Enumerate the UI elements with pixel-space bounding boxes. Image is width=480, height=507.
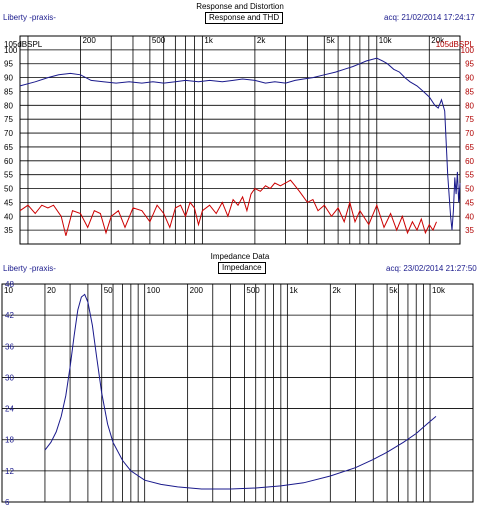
y-tick-label-right: 95 bbox=[465, 60, 474, 69]
tab-response-and-thd[interactable]: Response and THD bbox=[205, 12, 284, 24]
y-tick-label: 100 bbox=[4, 46, 18, 55]
tab-impedance[interactable]: Impedance bbox=[218, 262, 266, 274]
source-label: Liberty -praxis- bbox=[3, 264, 56, 273]
y-tick-label: 50 bbox=[4, 185, 13, 194]
y-tick-label: 90 bbox=[4, 74, 13, 83]
x-tick-label: 1k bbox=[289, 286, 298, 295]
plot-frame bbox=[1, 283, 474, 503]
x-tick-label: 5k bbox=[326, 36, 335, 45]
y-tick-label: 75 bbox=[4, 115, 13, 124]
y-tick-label: 80 bbox=[4, 101, 13, 110]
x-tick-label: 50 bbox=[104, 286, 113, 295]
series-line-1 bbox=[44, 293, 437, 490]
y-tick-label: 45 bbox=[4, 198, 13, 207]
y-tick-label: 35 bbox=[4, 226, 13, 235]
y-tick-label-right: 35 bbox=[465, 226, 474, 235]
x-tick-label: 500 bbox=[152, 36, 166, 45]
x-tick-label: 100 bbox=[147, 286, 161, 295]
x-tick-label: 200 bbox=[190, 286, 204, 295]
y-tick-label-right: 55 bbox=[465, 171, 474, 180]
y-tick-label-right: 100 bbox=[461, 46, 475, 55]
top-right-level-label: 105dBSPL bbox=[436, 40, 475, 49]
y-tick-label-right: 60 bbox=[465, 157, 474, 166]
y-tick-label-right: 90 bbox=[465, 74, 474, 83]
chart-title: Response and Distortion bbox=[196, 2, 284, 11]
y-tick-label: 55 bbox=[4, 171, 13, 180]
response-panel: Response and Distortion Response and THD… bbox=[0, 0, 480, 250]
x-tick-label: 20k bbox=[431, 36, 445, 45]
x-tick-label: 500 bbox=[246, 286, 260, 295]
plot-frame bbox=[19, 35, 461, 245]
x-tick-label: 10k bbox=[432, 286, 446, 295]
y-tick-label: 36 bbox=[5, 342, 14, 351]
x-tick-label: 20 bbox=[47, 286, 56, 295]
series-line-2 bbox=[19, 179, 437, 236]
acquisition-timestamp: acq: 21/02/2014 17:24:17 bbox=[384, 13, 475, 22]
y-tick-label: 70 bbox=[4, 129, 13, 138]
y-tick-label: 85 bbox=[4, 87, 13, 96]
y-tick-label: 48 bbox=[5, 280, 14, 289]
x-tick-label: 5k bbox=[389, 286, 398, 295]
y-tick-label: 40 bbox=[4, 212, 13, 221]
y-tick-label: 42 bbox=[5, 311, 14, 320]
x-tick-label: 2k bbox=[257, 36, 266, 45]
impedance-chart: 10 20 50 100 200 500 1k 2k 5k 10k 6 12 18 24 30 36 42 48 bbox=[1, 280, 474, 507]
y-tick-label: 18 bbox=[5, 436, 14, 445]
x-tick-label: 200 bbox=[82, 36, 96, 45]
y-tick-label: 60 bbox=[4, 157, 13, 166]
y-tick-label-right: 40 bbox=[465, 212, 474, 221]
series-line-1 bbox=[19, 57, 461, 231]
y-tick-label: 30 bbox=[5, 373, 14, 382]
y-tick-label-right: 85 bbox=[465, 87, 474, 96]
x-tick-label: 10k bbox=[379, 36, 393, 45]
y-tick-label-right: 70 bbox=[465, 129, 474, 138]
response-chart: 200 500 1k 2k 5k 10k 20k 35 35 40 40 45 45 50 50 55 55 60… bbox=[4, 35, 475, 245]
y-tick-label: 12 bbox=[5, 467, 14, 476]
y-tick-label: 6 bbox=[5, 498, 10, 507]
chart-title: Impedance Data bbox=[210, 252, 270, 261]
x-tick-label: 10 bbox=[4, 286, 13, 295]
y-tick-label-right: 65 bbox=[465, 143, 474, 152]
y-tick-label-right: 45 bbox=[465, 198, 474, 207]
y-tick-label: 65 bbox=[4, 143, 13, 152]
y-tick-label-right: 80 bbox=[465, 101, 474, 110]
y-tick-label-right: 75 bbox=[465, 115, 474, 124]
y-tick-label: 95 bbox=[4, 60, 13, 69]
impedance-panel: Impedance Data Impedance Liberty -praxis… bbox=[0, 250, 480, 507]
x-tick-label: 1k bbox=[204, 36, 213, 45]
top-left-level-label: 105dBSPL bbox=[4, 40, 43, 49]
acquisition-timestamp: acq: 23/02/2014 21:27:50 bbox=[386, 264, 477, 273]
source-label: Liberty -praxis- bbox=[3, 13, 56, 22]
x-tick-label: 2k bbox=[332, 286, 341, 295]
y-tick-label: 24 bbox=[5, 405, 14, 414]
y-tick-label-right: 50 bbox=[465, 185, 474, 194]
